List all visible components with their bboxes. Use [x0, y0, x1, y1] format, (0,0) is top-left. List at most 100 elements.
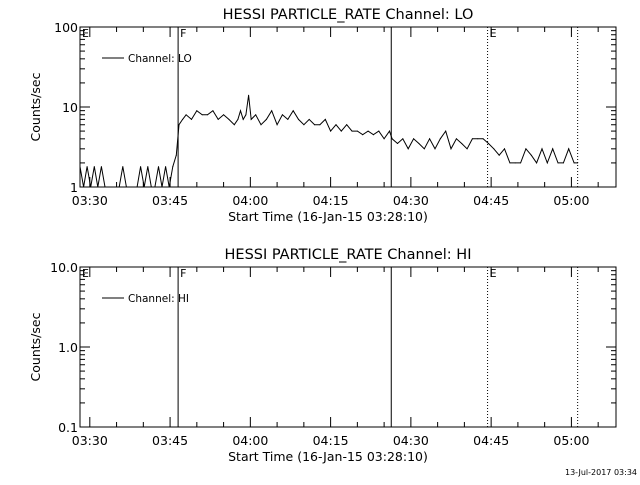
- data-point: [504, 148, 505, 150]
- data-point: [255, 114, 257, 116]
- data-point: [276, 124, 278, 126]
- data-point: [439, 138, 441, 140]
- data-point: [122, 166, 124, 168]
- x-tick-label: 03:30: [72, 433, 108, 448]
- y-tick-label: 1.0: [58, 340, 78, 355]
- data-point: [450, 148, 452, 150]
- data-point: [242, 118, 244, 120]
- x-tick-label: 04:45: [473, 193, 509, 208]
- data-point: [482, 138, 484, 140]
- data-point: [245, 114, 247, 116]
- data-point: [471, 138, 473, 140]
- data-point: [136, 186, 138, 188]
- data-point: [108, 186, 109, 188]
- chart-title: HESSI PARTICLE_RATE Channel: HI: [225, 247, 472, 263]
- data-point: [356, 130, 358, 132]
- y-axis-label: Counts/sec: [28, 312, 43, 381]
- data-point: [461, 143, 463, 144]
- data-point: [367, 130, 369, 132]
- event-marker-label: E: [82, 267, 89, 280]
- data-point: [397, 143, 398, 144]
- data-point: [445, 130, 447, 132]
- x-tick-label: 03:30: [72, 193, 108, 208]
- data-point: [172, 166, 174, 168]
- data-point: [351, 130, 353, 132]
- data-point: [466, 148, 468, 150]
- x-tick-label: 04:30: [393, 193, 429, 208]
- data-point: [434, 148, 436, 150]
- data-point: [212, 110, 214, 112]
- data-point: [562, 162, 564, 164]
- data-point: [391, 138, 393, 140]
- data-point: [303, 124, 305, 126]
- x-tick-label: 04:15: [313, 433, 349, 448]
- data-point: [196, 110, 198, 112]
- data-point: [557, 162, 559, 164]
- data-point: [111, 186, 113, 188]
- data-point: [520, 162, 522, 164]
- data-point: [287, 118, 289, 120]
- data-point: [536, 162, 538, 164]
- data-point: [552, 148, 554, 150]
- data-point: [314, 124, 316, 126]
- data-point: [233, 124, 235, 126]
- data-point: [165, 166, 167, 168]
- data-point: [79, 166, 81, 168]
- data-point: [525, 148, 527, 150]
- data-point: [346, 124, 348, 126]
- data-point: [335, 124, 337, 126]
- data-point: [383, 138, 385, 140]
- data-point: [546, 162, 548, 164]
- x-tick-label: 05:00: [553, 193, 589, 208]
- event-marker-label: E: [490, 27, 497, 40]
- legend-entry: Channel: HI: [128, 293, 189, 305]
- data-point: [161, 186, 163, 188]
- data-point: [228, 118, 230, 120]
- data-point: [330, 130, 332, 132]
- x-tick-label: 05:00: [553, 433, 589, 448]
- data-point: [143, 186, 145, 188]
- data-point: [477, 138, 479, 140]
- data-point: [201, 114, 203, 116]
- footer-timestamp: 13-Jul-2017 03:34: [565, 468, 637, 477]
- data-point: [182, 118, 184, 120]
- data-point: [83, 186, 85, 188]
- data-point: [488, 143, 489, 144]
- data-point: [577, 162, 579, 164]
- y-tick-label: 100: [54, 20, 78, 35]
- x-tick-label: 04:45: [473, 433, 509, 448]
- x-axis-label: Start Time (16-Jan-15 03:28:10): [228, 209, 428, 224]
- data-point: [340, 130, 342, 132]
- data-point: [191, 118, 192, 120]
- data-point: [271, 110, 273, 112]
- data-point: [319, 124, 321, 126]
- data-point: [100, 166, 102, 168]
- data-point: [260, 124, 262, 126]
- series-line: [79, 95, 578, 188]
- data-point: [493, 148, 495, 150]
- chart-panel-2: HESSI PARTICLE_RATE Channel: HI 03:30 03:4…: [28, 247, 617, 464]
- x-tick-label: 04:00: [232, 433, 268, 448]
- plot-frame: [79, 26, 617, 188]
- data-point: [498, 154, 500, 156]
- data-point: [509, 162, 511, 164]
- data-point: [178, 124, 180, 126]
- data-point: [104, 186, 106, 188]
- chart-panel-1: HESSI PARTICLE_RATE Channel: LO 03:30 03:4…: [28, 7, 617, 224]
- y-tick-label: 1: [70, 180, 78, 195]
- event-marker-label: F: [180, 27, 186, 40]
- data-point: [413, 138, 415, 140]
- data-point: [147, 166, 149, 168]
- data-point: [530, 154, 532, 156]
- y-tick-label: 10.0: [50, 260, 78, 275]
- data-point: [362, 134, 364, 136]
- data-point: [389, 130, 390, 132]
- data-point: [185, 114, 187, 116]
- data-point: [125, 186, 127, 188]
- plot-frame: [79, 266, 617, 428]
- data-point: [240, 110, 241, 112]
- data-point: [129, 186, 131, 188]
- data-point: [93, 166, 95, 168]
